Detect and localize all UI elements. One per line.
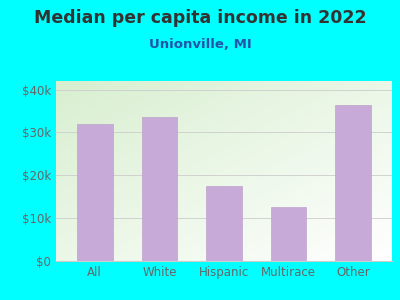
Text: Median per capita income in 2022: Median per capita income in 2022 [34,9,366,27]
Bar [142,117,177,261]
Bar [271,207,306,261]
Bar [206,186,242,261]
Text: Unionville, MI: Unionville, MI [149,38,251,50]
Bar [336,105,371,261]
Bar [77,124,112,261]
